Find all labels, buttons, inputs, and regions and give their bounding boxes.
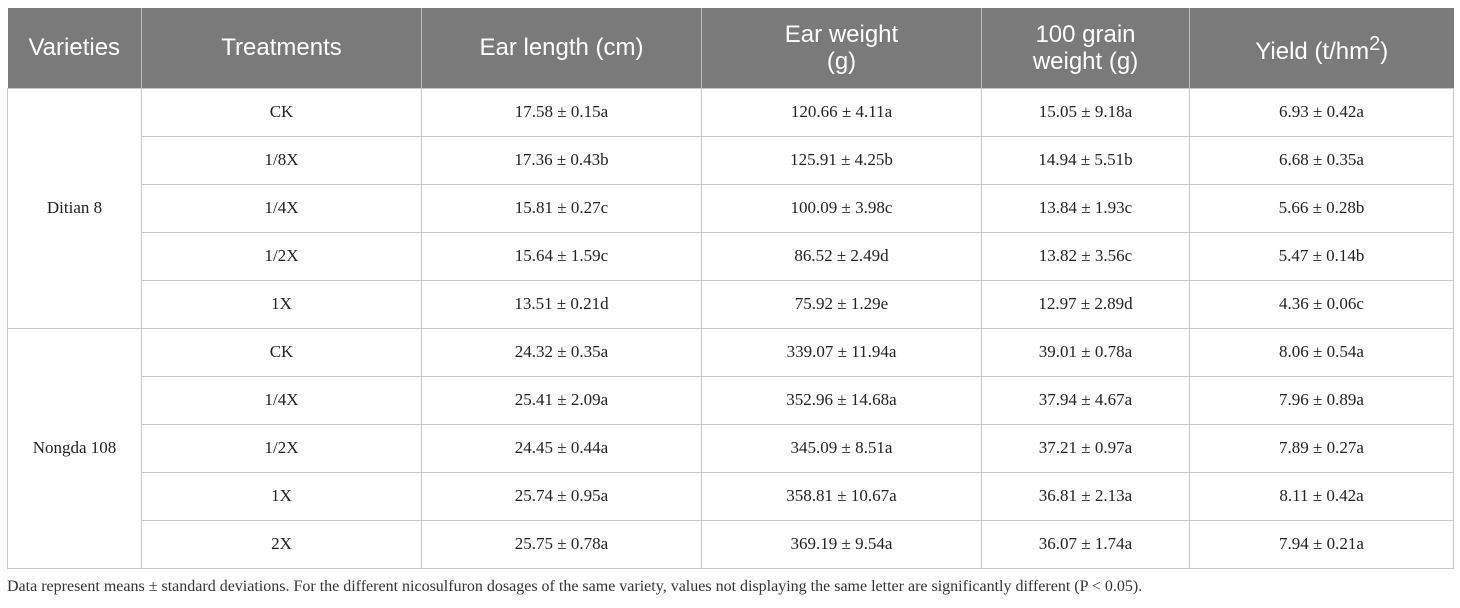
ear-length-cell: 25.74 ± 0.95a xyxy=(421,471,702,521)
treatment-cell: 1X xyxy=(141,279,422,329)
grain-weight-cell: 13.84 ± 1.93c xyxy=(981,183,1190,233)
treatment-cell: 1/8X xyxy=(141,135,422,185)
table-row: 2X 25.75 ± 0.78a 369.19 ± 9.54a 36.07 ± 1.7… xyxy=(8,519,1454,569)
header-ear-length: Ear length (cm) xyxy=(421,8,702,88)
table-row: 1/2X 15.64 ± 1.59c 86.52 ± 2.49d 13.82 ± 3.… xyxy=(8,231,1454,281)
header-grain-weight-line2: weight (g) xyxy=(1032,47,1139,75)
ear-length-cell: 15.64 ± 1.59c xyxy=(421,231,702,281)
header-grain-weight-line1: 100 grain xyxy=(1035,20,1136,48)
table-body: Ditian 8 CK 17.58 ± 0.15a 120.66 ± 4.11a 15.… xyxy=(7,87,1454,569)
header-row: Varieties Treatments Ear length (cm) Ear… xyxy=(7,8,1454,88)
treatment-cell: CK xyxy=(141,327,422,377)
ear-weight-cell: 120.66 ± 4.11a xyxy=(701,87,982,137)
header-yield-sup: 2 xyxy=(1369,32,1381,55)
yield-cell: 5.47 ± 0.14b xyxy=(1189,231,1454,281)
table-container: Varieties Treatments Ear length (cm) Ear… xyxy=(7,8,1454,569)
treatment-cell: 1/4X xyxy=(141,183,422,233)
treatment-cell: 1/4X xyxy=(141,375,422,425)
ear-weight-cell: 86.52 ± 2.49d xyxy=(701,231,982,281)
table-row: 1/8X 17.36 ± 0.43b 125.91 ± 4.25b 14.94 ± 5… xyxy=(8,135,1454,185)
ear-weight-cell: 352.96 ± 14.68a xyxy=(701,375,982,425)
yield-cell: 7.96 ± 0.89a xyxy=(1189,375,1454,425)
yield-cell: 8.11 ± 0.42a xyxy=(1189,471,1454,521)
table-row: 1X 25.74 ± 0.95a 358.81 ± 10.67a 36.81 ± 2.… xyxy=(8,471,1454,521)
ear-length-cell: 24.32 ± 0.35a xyxy=(421,327,702,377)
yield-cell: 7.94 ± 0.21a xyxy=(1189,519,1454,569)
table-row: Nongda 108 CK 24.32 ± 0.35a 339.07 ± 11.94a… xyxy=(7,327,1454,569)
ear-length-cell: 24.45 ± 0.44a xyxy=(421,423,702,473)
grain-weight-cell: 37.21 ± 0.97a xyxy=(981,423,1190,473)
grain-weight-cell: 14.94 ± 5.51b xyxy=(981,135,1190,185)
yield-cell: 8.06 ± 0.54a xyxy=(1189,327,1454,377)
table-row: 1/2X 24.45 ± 0.44a 345.09 ± 8.51a 37.21 ± 0… xyxy=(8,423,1454,473)
ear-weight-cell: 100.09 ± 3.98c xyxy=(701,183,982,233)
grain-weight-cell: 39.01 ± 0.78a xyxy=(981,327,1190,377)
header-ear-weight-line1: Ear weight xyxy=(784,20,899,48)
header-treatments: Treatments xyxy=(141,8,422,88)
yield-cell: 6.68 ± 0.35a xyxy=(1189,135,1454,185)
ear-weight-cell: 358.81 ± 10.67a xyxy=(701,471,982,521)
header-ear-weight-line2: (g) xyxy=(826,47,857,75)
header-varieties: Varieties xyxy=(7,8,142,88)
header-yield-suffix: ) xyxy=(1380,37,1389,65)
ear-weight-cell: 75.92 ± 1.29e xyxy=(701,279,982,329)
ear-weight-cell: 339.07 ± 11.94a xyxy=(701,327,982,377)
treatment-cell: 1/2X xyxy=(141,423,422,473)
header-yield: Yield (t/hm2) xyxy=(1189,8,1454,88)
grain-weight-cell: 13.82 ± 3.56c xyxy=(981,231,1190,281)
grain-weight-cell: 36.07 ± 1.74a xyxy=(981,519,1190,569)
header-grain-weight: 100 grain weight (g) xyxy=(981,8,1190,88)
ear-length-cell: 25.41 ± 2.09a xyxy=(421,375,702,425)
grain-weight-cell: 36.81 ± 2.13a xyxy=(981,471,1190,521)
table-row: Ditian 8 CK 17.58 ± 0.15a 120.66 ± 4.11a 15.… xyxy=(7,87,1454,329)
table-row: 1X 13.51 ± 0.21d 75.92 ± 1.29e 12.97 ± 2.89… xyxy=(8,279,1454,329)
ear-weight-cell: 345.09 ± 8.51a xyxy=(701,423,982,473)
yield-cell: 6.93 ± 0.42a xyxy=(1189,87,1454,137)
ear-length-cell: 25.75 ± 0.78a xyxy=(421,519,702,569)
header-yield-prefix: Yield (t/hm xyxy=(1255,37,1370,65)
variety-cell: Nongda 108 xyxy=(7,327,142,569)
grain-weight-cell: 15.05 ± 9.18a xyxy=(981,87,1190,137)
table-footnote: Data represent means ± standard deviatio… xyxy=(7,578,1143,595)
yield-cell: 4.36 ± 0.06c xyxy=(1189,279,1454,329)
treatment-cell: 1X xyxy=(141,471,422,521)
results-table: Varieties Treatments Ear length (cm) Ear… xyxy=(7,8,1454,569)
ear-length-cell: 13.51 ± 0.21d xyxy=(421,279,702,329)
ear-length-cell: 17.36 ± 0.43b xyxy=(421,135,702,185)
variety-cell: Ditian 8 xyxy=(7,87,142,329)
treatment-cell: 2X xyxy=(141,519,422,569)
ear-weight-cell: 125.91 ± 4.25b xyxy=(701,135,982,185)
header-ear-weight: Ear weight (g) xyxy=(701,8,982,88)
table-row: 1/4X 25.41 ± 2.09a 352.96 ± 14.68a 37.94 ± … xyxy=(8,375,1454,425)
treatment-cell: 1/2X xyxy=(141,231,422,281)
ear-length-cell: 15.81 ± 0.27c xyxy=(421,183,702,233)
grain-weight-cell: 37.94 ± 4.67a xyxy=(981,375,1190,425)
treatment-cell: CK xyxy=(141,87,422,137)
yield-cell: 7.89 ± 0.27a xyxy=(1189,423,1454,473)
ear-weight-cell: 369.19 ± 9.54a xyxy=(701,519,982,569)
yield-cell: 5.66 ± 0.28b xyxy=(1189,183,1454,233)
ear-length-cell: 17.58 ± 0.15a xyxy=(421,87,702,137)
grain-weight-cell: 12.97 ± 2.89d xyxy=(981,279,1190,329)
table-row: 1/4X 15.81 ± 0.27c 100.09 ± 3.98c 13.84 ± 1… xyxy=(8,183,1454,233)
